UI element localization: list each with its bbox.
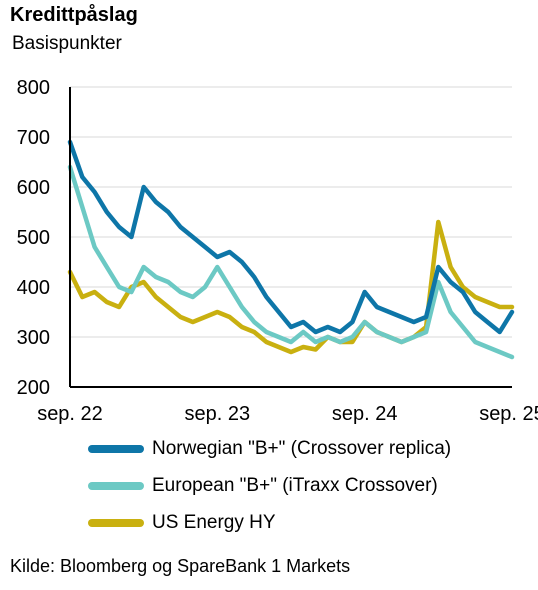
series-line-2 <box>67 219 515 355</box>
x-tick-label: sep. 22 <box>37 403 103 425</box>
y-tick-label: 300 <box>17 327 50 349</box>
chart-legend: Norwegian "B+" (Crossover replica) Europe… <box>88 430 451 541</box>
source-note: Kilde: Bloomberg og SpareBank 1 Markets <box>10 556 351 576</box>
y-tick-label: 600 <box>17 177 50 199</box>
legend-swatch <box>88 518 144 527</box>
legend-item: Norwegian "B+" (Crossover replica) <box>88 430 451 467</box>
legend-item: US Energy HY <box>88 504 451 541</box>
x-tick-label: sep. 24 <box>332 403 398 425</box>
legend-label: Norwegian "B+" (Crossover replica) <box>152 437 452 459</box>
y-tick-label: 500 <box>17 227 50 249</box>
legend-swatch <box>88 444 144 453</box>
series-line-0 <box>67 139 515 335</box>
chart-title: Kredittpåslag <box>10 4 138 26</box>
chart-subtitle: Basispunkter <box>12 33 122 54</box>
y-tick-label: 400 <box>17 277 50 299</box>
y-tick-label: 700 <box>17 127 50 149</box>
x-tick-label: sep. 25 <box>479 403 538 425</box>
line-chart: 200 300 400 500 600 700 800 sep. 22 sep. 23 sep.… <box>17 77 538 425</box>
y-tick-label: 200 <box>17 377 50 399</box>
legend-label: European "B+" (iTraxx Crossover) <box>152 474 438 496</box>
legend-item: European "B+" (iTraxx Crossover) <box>88 467 451 504</box>
legend-swatch <box>88 481 144 490</box>
legend-label: US Energy HY <box>152 511 276 533</box>
x-tick-label: sep. 23 <box>185 403 251 425</box>
y-tick-label: 800 <box>17 77 50 99</box>
series-line-1 <box>67 164 515 360</box>
